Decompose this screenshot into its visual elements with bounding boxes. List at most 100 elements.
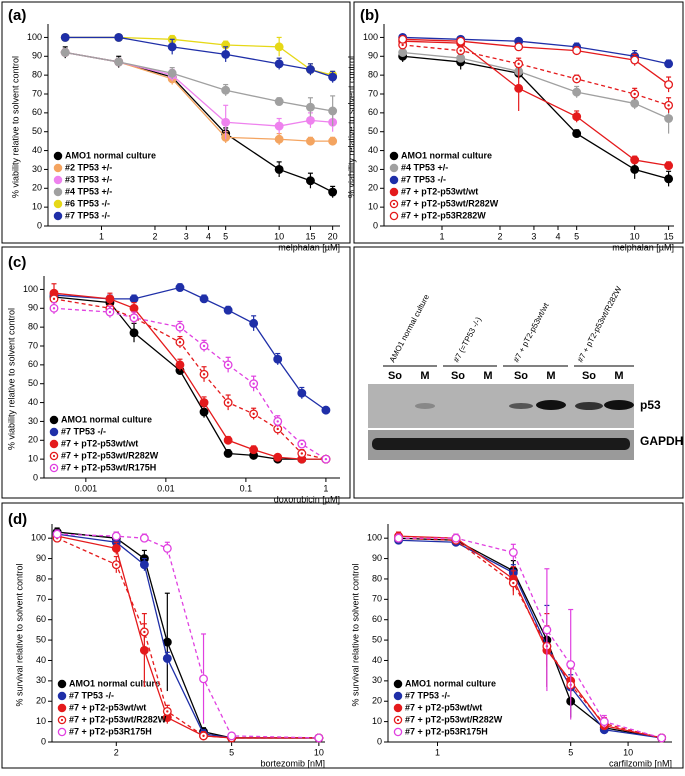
series-line — [65, 51, 333, 127]
data-point-dot — [115, 563, 118, 566]
data-point — [572, 112, 582, 122]
legend-label: #7 TP53 -/- — [65, 210, 110, 220]
data-point — [630, 164, 640, 174]
data-point-dot — [166, 710, 169, 713]
x-tick-label: 5 — [229, 747, 234, 757]
y-tick-label: 0 — [377, 736, 382, 746]
legend-label: #7 TP53 -/- — [69, 690, 114, 700]
x-tick-label: 1 — [435, 747, 440, 757]
legend-marker — [53, 211, 63, 221]
data-point — [52, 529, 62, 539]
y-tick-label: 50 — [28, 378, 38, 388]
legend-label: #7 + pT2-p53wt/R282W — [69, 714, 167, 724]
legend-label: #7 + pT2-p53wt/R175H — [61, 462, 156, 472]
data-point — [398, 48, 408, 57]
data-point — [111, 543, 121, 553]
data-point — [305, 136, 315, 146]
data-point — [274, 164, 284, 174]
data-point — [274, 134, 284, 144]
data-point — [114, 32, 124, 42]
data-point-dot — [226, 401, 230, 404]
data-point — [305, 102, 315, 112]
data-point-dot — [202, 734, 205, 738]
data-point — [542, 625, 552, 635]
legend-marker — [53, 187, 63, 197]
data-point-dot — [132, 316, 136, 319]
data-point-dot — [202, 344, 206, 348]
data-point — [328, 187, 338, 197]
legend-label: #7 + pT2-p53wt/wt — [69, 702, 146, 712]
y-tick-label: 100 — [363, 32, 378, 42]
y-tick-label: 80 — [36, 573, 46, 583]
blot-column-label: AMO1 normal culture — [388, 292, 432, 363]
panel-frame — [353, 1, 684, 244]
y-tick-label: 100 — [31, 533, 46, 543]
data-point — [305, 176, 315, 186]
legend-marker-dot — [392, 202, 396, 206]
data-point — [199, 294, 209, 304]
data-point — [167, 42, 177, 52]
blot-lane-label: So — [451, 370, 465, 382]
x-tick-label: 10 — [314, 747, 324, 757]
y-tick-label: 0 — [33, 472, 38, 482]
blot-band-label: GAPDH — [640, 434, 683, 448]
x-axis-label: melphalan [µM] — [612, 242, 674, 252]
data-point — [664, 59, 674, 69]
x-tick-label: 5 — [223, 231, 228, 241]
legend-label: #7 TP53 -/- — [401, 174, 446, 184]
y-tick-label: 40 — [36, 655, 46, 665]
legend-label: #3 TP53 +/- — [65, 174, 112, 184]
data-point — [162, 543, 172, 553]
panel-frame — [1, 246, 351, 499]
legend-marker — [393, 703, 403, 713]
series-line — [402, 38, 669, 86]
data-point — [114, 57, 124, 67]
data-point-dot — [143, 630, 146, 634]
x-tick-label: 3 — [184, 231, 189, 241]
y-tick-label: 90 — [32, 51, 42, 61]
legend-marker — [49, 415, 59, 425]
y-tick-label: 80 — [32, 70, 42, 80]
data-point — [274, 59, 284, 69]
series-line — [402, 44, 669, 106]
data-point-dot — [226, 363, 230, 367]
blot-band — [604, 400, 634, 410]
x-tick-label: 10 — [623, 747, 633, 757]
data-point — [111, 531, 121, 541]
data-point — [328, 136, 338, 146]
data-point — [223, 305, 233, 315]
data-point — [456, 53, 466, 63]
data-point — [105, 294, 115, 304]
y-tick-label: 10 — [372, 716, 382, 726]
legend-label: AMO1 normal culture — [69, 678, 160, 688]
legend-marker — [53, 199, 63, 209]
legend-marker — [389, 187, 399, 197]
data-point-dot — [633, 92, 636, 96]
legend-label: #7 + pT2-p53wt/R282W — [405, 714, 503, 724]
data-point — [175, 360, 185, 370]
data-point — [139, 533, 149, 543]
y-tick-label: 90 — [28, 303, 38, 313]
data-point-dot — [178, 325, 182, 329]
data-point — [572, 129, 582, 139]
data-point — [297, 388, 307, 398]
legend-label: #7 + pT2-p53wt/wt — [405, 702, 482, 712]
blot-lane-label: So — [582, 370, 596, 382]
legend-label: #2 TP53 +/- — [65, 162, 112, 172]
data-point — [657, 733, 667, 743]
data-point — [167, 68, 177, 78]
data-point — [630, 155, 640, 165]
x-tick-label: 2 — [152, 231, 157, 241]
x-axis-label: carfilzomib [nM] — [609, 758, 672, 768]
data-point — [398, 34, 408, 44]
legend-marker — [49, 427, 59, 437]
data-point — [129, 294, 139, 304]
y-tick-label: 10 — [32, 202, 42, 212]
data-point — [199, 407, 209, 417]
data-point-dot — [324, 457, 328, 461]
series-line — [402, 51, 669, 120]
blot-column-label: #7 + pT2-p53wt/wt — [512, 301, 551, 364]
data-point — [456, 36, 466, 46]
y-tick-label: 80 — [372, 573, 382, 583]
legend-marker — [389, 163, 399, 173]
